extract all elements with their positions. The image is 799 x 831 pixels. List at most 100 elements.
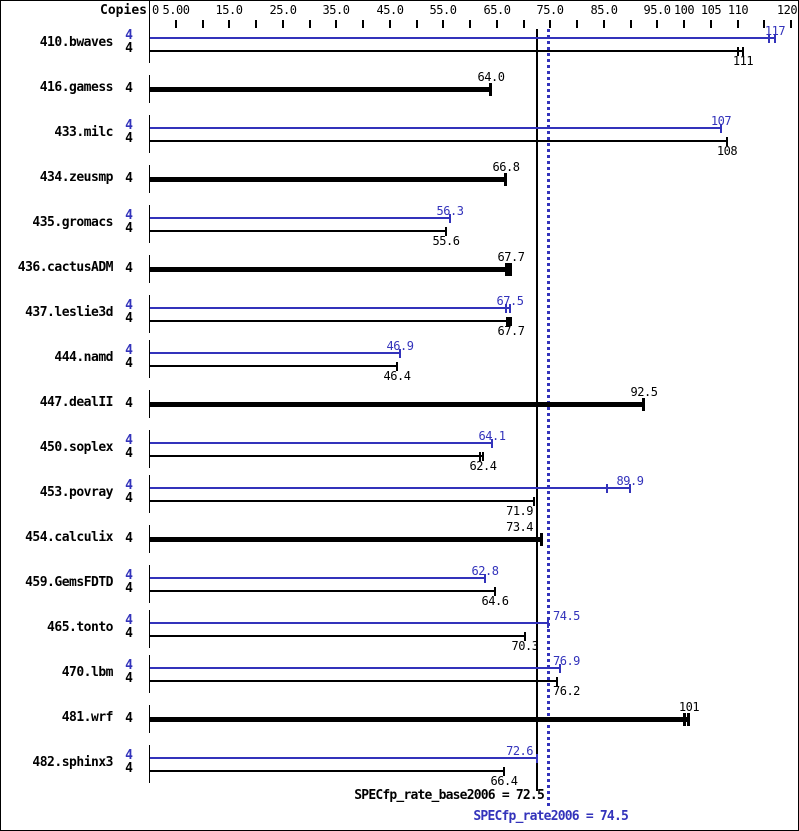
peak-value-label: 62.8	[471, 564, 499, 578]
bar-end-tick	[445, 227, 447, 236]
bar-end-tick	[642, 398, 645, 411]
copies-value: 4	[125, 396, 133, 411]
base-bar	[150, 537, 542, 542]
peak-value-label: 46.9	[386, 339, 414, 353]
peak-bar	[150, 667, 560, 669]
y-axis-segment	[149, 525, 150, 553]
base-bar	[150, 635, 525, 637]
benchmark-label: 454.calculix	[25, 530, 113, 545]
y-axis-segment	[149, 610, 150, 648]
base-value-label: 73.4	[506, 520, 533, 534]
base-value-label: 101	[678, 700, 700, 714]
axis-tick	[228, 20, 230, 28]
peak-value-label: 107	[710, 114, 732, 128]
copies-value: 4	[125, 748, 133, 763]
bar-end-tick	[491, 439, 493, 448]
base-bar	[150, 680, 557, 682]
axis-tick	[710, 20, 712, 28]
copies-value: 4	[125, 311, 133, 326]
base-bar	[150, 500, 534, 502]
base-bar	[150, 267, 511, 272]
peak-bar	[150, 37, 775, 39]
base-bar	[150, 770, 504, 772]
base-value-label: 92.5	[630, 385, 658, 399]
y-axis-segment	[149, 340, 150, 378]
axis-tick	[496, 20, 498, 28]
bar-end-tick	[768, 34, 770, 43]
axis-tick	[255, 20, 257, 28]
bar-end-tick	[726, 137, 728, 146]
axis-tick	[523, 20, 525, 28]
copies-value: 4	[125, 298, 133, 313]
peak-bar	[150, 577, 485, 579]
copies-value: 4	[125, 626, 133, 641]
copies-value: 4	[125, 761, 133, 776]
peak-bar	[150, 217, 450, 219]
copies-value: 4	[125, 613, 133, 628]
y-axis-header-segment	[149, 1, 150, 29]
peak-value-label: 76.9	[553, 654, 580, 668]
peak-bar	[150, 487, 630, 489]
base-value-label: 62.4	[469, 459, 497, 473]
axis-tick-label: 75.0	[536, 3, 564, 17]
benchmark-label: 465.tonto	[47, 620, 113, 635]
copies-value: 4	[125, 478, 133, 493]
copies-value: 4	[125, 671, 133, 686]
benchmark-label: 482.sphinx3	[32, 755, 113, 770]
axis-tick-label: 0	[152, 3, 159, 17]
base-value-label: 66.8	[492, 160, 520, 174]
bar-end-tick	[506, 317, 508, 326]
peak-bar	[150, 757, 537, 759]
axis-tick	[282, 20, 284, 28]
axis-tick-label: 95.0	[643, 3, 671, 17]
copies-value: 4	[125, 658, 133, 673]
benchmark-label: 444.namd	[54, 350, 113, 365]
bar-end-tick	[559, 664, 561, 673]
bar-end-tick	[524, 632, 526, 641]
y-axis-segment	[149, 705, 150, 733]
peak-bar	[150, 622, 548, 624]
copies-value: 4	[125, 261, 133, 276]
benchmark-label: 434.zeusmp	[39, 170, 114, 185]
bar-end-tick	[737, 47, 739, 56]
benchmark-label: 433.milc	[54, 125, 113, 140]
axis-tick	[309, 20, 311, 28]
axis-tick	[335, 20, 337, 28]
axis-tick	[763, 20, 765, 28]
bar-end-tick	[504, 173, 507, 186]
bar-end-tick	[774, 34, 776, 43]
bar-end-tick	[449, 214, 451, 223]
base-value-label: 108	[716, 144, 738, 158]
benchmark-label: 450.soplex	[39, 440, 114, 455]
copies-value: 4	[125, 343, 133, 358]
base-value-label: 67.7	[497, 250, 525, 264]
y-axis-segment	[149, 565, 150, 603]
base-bar	[150, 230, 446, 232]
benchmark-label: 435.gromacs	[32, 215, 113, 230]
axis-tick	[362, 20, 364, 28]
bar-end-tick	[503, 767, 505, 776]
axis-tick-label: 120	[776, 3, 798, 17]
base-value-label: 55.6	[432, 234, 460, 248]
bar-end-tick	[683, 713, 686, 726]
bar-end-tick	[720, 124, 722, 133]
base-value-label: 64.6	[481, 594, 509, 608]
axis-tick	[737, 20, 739, 28]
axis-tick-label: 45.0	[376, 3, 404, 17]
axis-tick-label: 25.0	[269, 3, 297, 17]
bar-end-tick	[510, 317, 512, 326]
axis-tick	[442, 20, 444, 28]
copies-value: 4	[125, 568, 133, 583]
copies-value: 4	[125, 171, 133, 186]
base-value-label: 111	[732, 54, 754, 68]
footer-base-metric: SPECfp_rate_base2006 = 72.5	[354, 788, 545, 803]
benchmark-label: 453.povray	[39, 485, 114, 500]
y-axis-segment	[149, 655, 150, 693]
copies-value: 4	[125, 131, 133, 146]
bar-end-tick	[508, 317, 510, 326]
y-axis-segment	[149, 255, 150, 283]
axis-tick-label: 35.0	[322, 3, 350, 17]
y-axis-segment	[149, 390, 150, 418]
axis-tick	[202, 20, 204, 28]
y-axis-segment	[149, 295, 150, 333]
